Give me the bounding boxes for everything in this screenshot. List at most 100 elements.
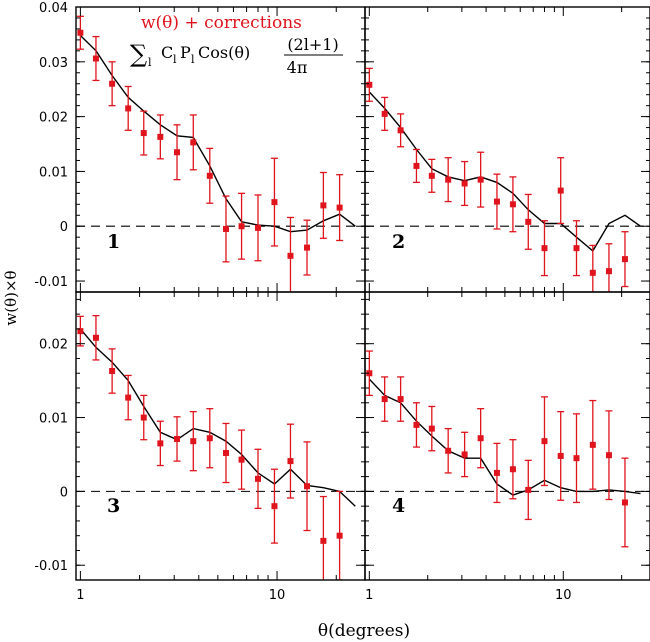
data-point (381, 110, 388, 117)
data-point (428, 172, 435, 179)
x-axis-label: θ(degrees) (318, 621, 410, 641)
panel-1: 0.04 0.03 0.02 0.01 0 -0.01 1 (34, 1, 366, 293)
panel-2: 2 (364, 6, 650, 293)
data-point (445, 447, 452, 454)
data-point (222, 225, 229, 232)
legend-cos-text: Cos(θ) (198, 43, 250, 62)
data-point (320, 537, 327, 544)
data-point (174, 149, 181, 156)
panel-frame (364, 291, 650, 581)
data-point (621, 499, 628, 506)
data-point (413, 421, 420, 428)
data-point (125, 105, 132, 112)
y-tick-label: 0.01 (39, 165, 68, 180)
x-tick-label: 1 (365, 588, 373, 603)
data-point (509, 466, 516, 473)
data-point (573, 455, 580, 462)
data-point (92, 334, 99, 341)
data-point (525, 218, 532, 225)
legend-cl-subscript: l (173, 53, 177, 66)
data-point (573, 245, 580, 252)
data-point (477, 176, 484, 183)
data-point (125, 394, 132, 401)
data-point (461, 451, 468, 458)
data-point (381, 396, 388, 403)
data-point (525, 486, 532, 493)
data-point (271, 503, 278, 510)
data-point (397, 396, 404, 403)
data-point (509, 201, 516, 208)
panel-4: 1 10 4 (364, 291, 650, 603)
data-point (557, 187, 564, 194)
data-point (157, 440, 164, 447)
legend-sum-symbol: ∑ (130, 40, 147, 68)
y-tick-label: 0.01 (39, 412, 68, 427)
model-curve (79, 35, 356, 233)
panel-number: 3 (107, 495, 120, 517)
data-point (222, 449, 229, 456)
data-point (413, 162, 420, 169)
legend-pl-text: P (180, 43, 191, 62)
model-curve (368, 91, 641, 252)
data-point (238, 223, 245, 230)
data-point (589, 441, 596, 448)
data-point (461, 180, 468, 187)
data-point (541, 245, 548, 252)
data-point (589, 269, 596, 276)
data-point (493, 198, 500, 205)
data-point (92, 55, 99, 62)
data-point (493, 469, 500, 476)
y-tick-label: 0.03 (39, 56, 68, 71)
data-point (109, 368, 116, 375)
legend-fraction-denominator: 4π (287, 58, 308, 77)
model-curve (79, 328, 356, 507)
panel-3: 1 10 0.02 0.01 0 -0.01 3 (34, 291, 366, 603)
data-point (254, 224, 261, 231)
y-axis-label: w(θ)×θ (2, 270, 20, 325)
data-point (174, 435, 181, 442)
data-point (336, 204, 343, 211)
y-tick-label: 0.04 (39, 1, 68, 16)
legend-data-label: w(θ) + corrections (141, 13, 302, 33)
data-point (238, 456, 245, 463)
data-point (557, 452, 564, 459)
data-point (77, 328, 84, 335)
y-tick-label: 0 (60, 485, 68, 500)
data-point (287, 252, 294, 259)
data-point (605, 268, 612, 275)
data-point (397, 127, 404, 134)
data-point (445, 176, 452, 183)
data-point (206, 172, 213, 179)
data-point (621, 256, 628, 263)
data-point (336, 532, 343, 539)
data-point (140, 414, 147, 421)
panel-frame (75, 291, 366, 581)
panel-number: 2 (392, 231, 405, 253)
data-point (254, 475, 261, 482)
legend: w(θ) + corrections ∑ l C l P l Cos(θ) (2… (130, 13, 343, 77)
data-point (304, 483, 311, 490)
panel-number: 1 (107, 231, 120, 253)
legend-model-label: ∑ l C l P l Cos(θ) (2l+1) 4π (130, 35, 343, 77)
legend-pl-subscript: l (191, 53, 195, 66)
data-point (320, 202, 327, 209)
model-curve (368, 378, 641, 496)
x-tick-label: 1 (76, 588, 84, 603)
panels: 0.04 0.03 0.02 0.01 0 -0.01 1 2 1 10 0.02 0.01 0 -0.0… (34, 1, 650, 603)
x-tick-label: 10 (269, 588, 286, 603)
data-point (190, 438, 197, 445)
data-point (287, 458, 294, 465)
y-tick-label: -0.01 (34, 559, 68, 574)
data-point (366, 81, 373, 88)
y-tick-label: 0 (60, 220, 68, 235)
data-point (477, 435, 484, 442)
panel-number: 4 (392, 495, 405, 517)
panel-frame (364, 6, 650, 293)
data-point (77, 29, 84, 36)
data-point (605, 452, 612, 459)
data-point (206, 435, 213, 442)
data-point (366, 370, 373, 377)
legend-cl-text: C (161, 43, 173, 62)
y-tick-label: -0.01 (34, 275, 68, 290)
